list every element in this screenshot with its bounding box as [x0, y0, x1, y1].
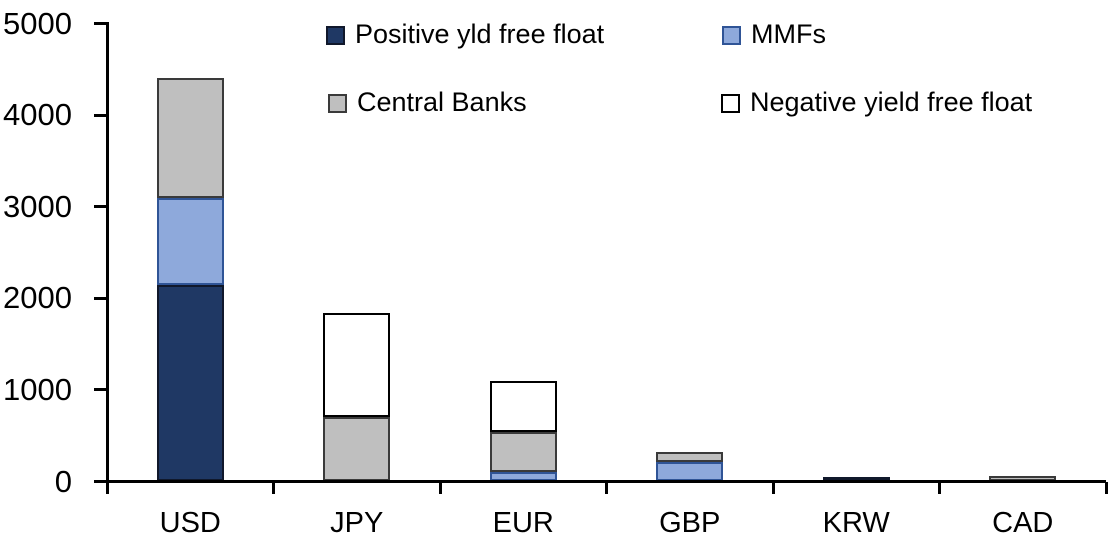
legend-label-central-banks: Central Banks	[357, 87, 527, 117]
x-axis-category-label: USD	[159, 507, 221, 539]
legend-item-central-banks: Central Banks	[328, 87, 527, 117]
bar-segment-usd-2	[156, 78, 224, 198]
y-axis-line	[105, 21, 109, 493]
legend-item-negative-yield-free-float: Negative yield free float	[721, 87, 1032, 117]
bar-segment-jpy-2	[323, 417, 391, 482]
x-axis-tick	[438, 481, 442, 494]
bar-segment-usd-1	[156, 197, 224, 285]
y-axis-tick-label: 0	[54, 463, 72, 499]
y-axis-tick-label: 1000	[3, 371, 72, 407]
bar-segment-usd-0	[156, 284, 224, 482]
bar-segment-gbp-1	[656, 461, 724, 482]
bar-segment-eur-3	[489, 380, 557, 433]
legend-label-positive-yld-free-float: Positive yld free float	[355, 19, 605, 49]
x-axis-tick	[605, 481, 608, 494]
x-axis-tick	[938, 481, 941, 494]
y-axis-tick-label: 5000	[3, 5, 72, 41]
legend-item-positive-yld-free-float: Positive yld free float	[326, 19, 604, 49]
y-axis-tick	[94, 113, 107, 117]
y-axis-tick-label: 2000	[3, 280, 72, 316]
y-axis-tick	[94, 388, 107, 392]
legend-item-mmfs: MMFs	[722, 19, 826, 49]
bar-segment-jpy-3	[323, 312, 391, 418]
x-axis-tick	[1104, 481, 1108, 494]
legend-swatch-central-banks	[328, 93, 347, 113]
legend-label-mmfs: MMFs	[751, 19, 826, 49]
y-axis-tick-label: 4000	[3, 97, 72, 133]
x-axis-category-label: JPY	[330, 507, 384, 539]
legend-label-negative-yield-free-float: Negative yield free float	[750, 87, 1033, 117]
y-axis-tick-label: 3000	[3, 188, 72, 224]
y-axis-tick	[94, 296, 107, 300]
y-axis-tick	[94, 205, 107, 209]
x-axis-tick	[272, 481, 275, 494]
x-axis-category-label: KRW	[822, 507, 890, 539]
x-axis-tick	[105, 481, 109, 494]
legend-swatch-negative-yield-free-float	[721, 93, 740, 113]
bar-segment-gbp-2	[656, 451, 724, 462]
x-axis-category-label: EUR	[492, 507, 554, 539]
x-axis-tick	[771, 481, 775, 494]
x-axis-category-label: GBP	[659, 507, 721, 539]
bar-segment-eur-2	[489, 432, 557, 473]
x-axis-line	[94, 480, 1106, 483]
legend-swatch-mmfs	[722, 25, 741, 45]
y-axis-tick	[94, 22, 107, 25]
legend-swatch-positive-yld-free-float	[326, 25, 345, 45]
x-axis-category-label: CAD	[992, 507, 1054, 539]
